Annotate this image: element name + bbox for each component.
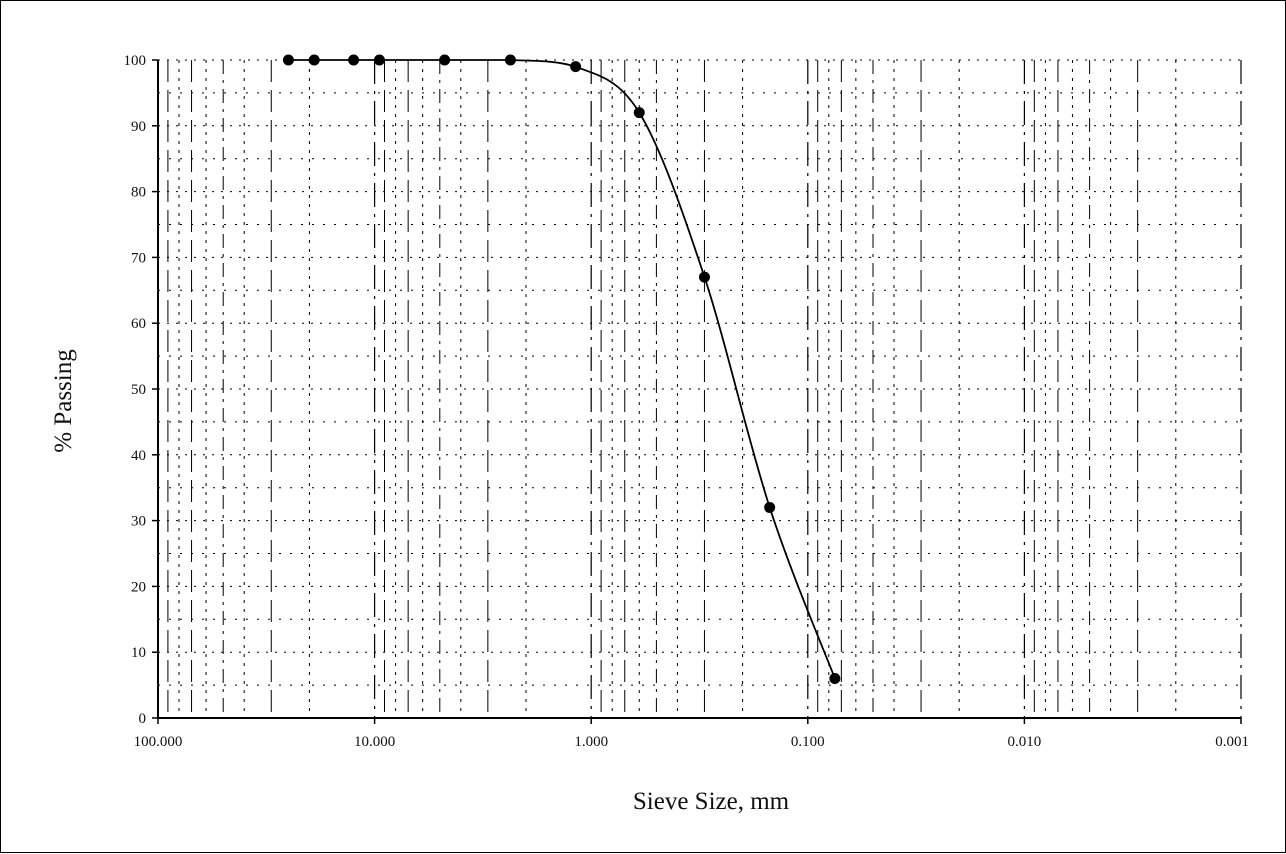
series-line: [288, 59, 836, 679]
gradation-curve: [288, 59, 836, 679]
y-tick-label: 40: [131, 448, 146, 464]
y-tick-label: 60: [131, 316, 146, 332]
data-point: [504, 54, 516, 66]
x-tick-label: 100.000: [134, 734, 183, 750]
data-point: [570, 61, 582, 73]
data-point: [698, 271, 710, 283]
axes: [152, 59, 1242, 724]
x-axis-title: Sieve Size, mm: [633, 788, 790, 815]
data-point: [633, 107, 645, 119]
y-tick-label: 30: [131, 514, 146, 530]
y-tick-label: 0: [139, 711, 147, 727]
data-points: [282, 54, 841, 685]
data-point: [764, 501, 776, 513]
data-point: [829, 673, 841, 685]
y-tick-label: 20: [131, 579, 146, 595]
x-tick-label: 0.010: [1008, 734, 1042, 750]
y-tick-label: 90: [131, 119, 146, 135]
x-tick-labels: 100.000 10.000 1.000 0.100 0.010 0.001: [134, 734, 1249, 750]
data-point: [282, 54, 294, 66]
y-tick-label: 80: [131, 185, 146, 201]
y-tick-labels: 0 10 20 30 40 50 60 70 80 90 100: [124, 53, 147, 727]
y-tick-label: 10: [131, 645, 146, 661]
y-tick-label: 70: [131, 250, 146, 266]
y-tick-label: 100: [124, 53, 147, 69]
y-axis-title: % Passing: [50, 349, 77, 453]
x-tick-label: 1.000: [574, 734, 608, 750]
data-point: [308, 54, 320, 66]
x-tick-label: 10.000: [354, 734, 395, 750]
x-tick-label: 0.001: [1215, 734, 1249, 750]
grid-lines: [158, 59, 1242, 718]
data-point: [439, 54, 451, 66]
y-tick-label: 50: [131, 382, 146, 398]
x-tick-label: 0.100: [791, 734, 825, 750]
data-point: [348, 54, 360, 66]
data-point: [373, 54, 385, 66]
